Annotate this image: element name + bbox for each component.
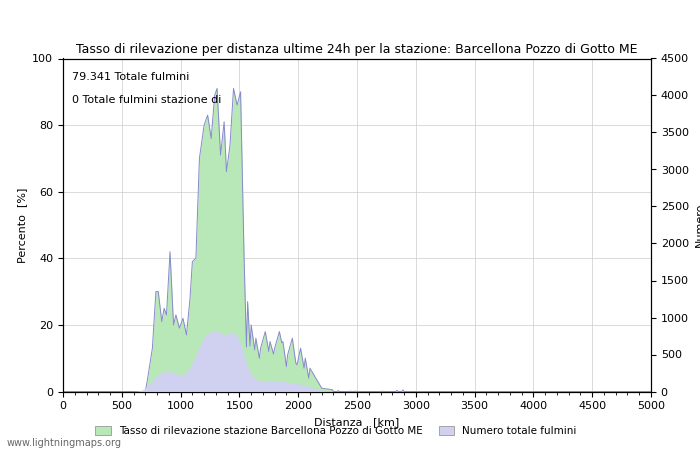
- X-axis label: Distanza   [km]: Distanza [km]: [314, 417, 400, 427]
- Text: www.lightningmaps.org: www.lightningmaps.org: [7, 438, 122, 448]
- Y-axis label: Numero: Numero: [694, 203, 700, 247]
- Legend: Tasso di rilevazione stazione Barcellona Pozzo di Gotto ME, Numero totale fulmin: Tasso di rilevazione stazione Barcellona…: [91, 422, 581, 440]
- Text: 0 Totale fulmini stazione di: 0 Totale fulmini stazione di: [72, 95, 221, 105]
- Text: 79.341 Totale fulmini: 79.341 Totale fulmini: [72, 72, 189, 82]
- Y-axis label: Percento  [%]: Percento [%]: [17, 187, 27, 263]
- Title: Tasso di rilevazione per distanza ultime 24h per la stazione: Barcellona Pozzo d: Tasso di rilevazione per distanza ultime…: [76, 43, 638, 56]
